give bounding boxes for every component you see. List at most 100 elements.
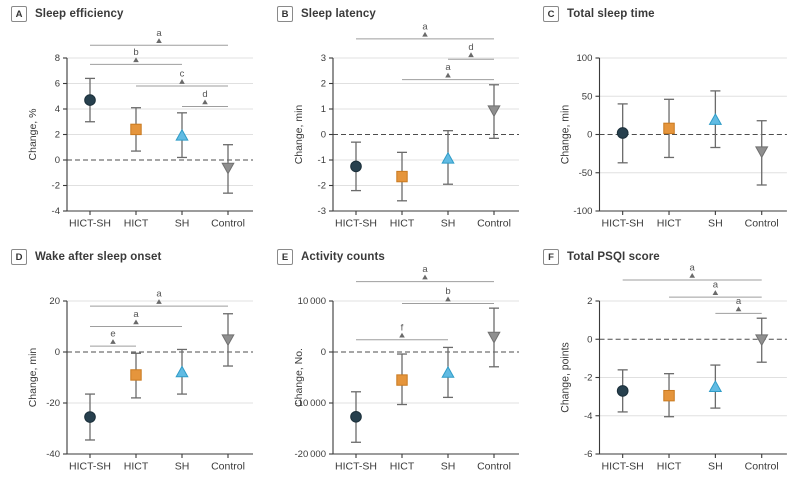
data-series xyxy=(350,84,501,202)
x-category-label: Control xyxy=(477,218,511,230)
x-category-label: HICT xyxy=(657,218,682,230)
panel-sleep-efficiency: A Sleep efficiency a b c d 8 6 4 2 0 -2 -4 Change, … xyxy=(0,0,266,243)
series-SH xyxy=(708,90,723,149)
panel-letter-badge: F xyxy=(543,249,559,265)
y-tick-label: 100 xyxy=(577,53,593,64)
data-point-marker xyxy=(487,105,501,118)
x-category-label: SH xyxy=(175,218,190,230)
significance-bracket: a xyxy=(90,309,182,327)
series-HICT-SH xyxy=(350,391,362,443)
significance-bracket: d xyxy=(182,89,228,107)
y-tick-label: -100 xyxy=(573,206,592,217)
y-tick-label: -2 xyxy=(52,181,60,192)
x-category-label: Control xyxy=(745,461,779,473)
panel-title: Sleep latency xyxy=(301,8,376,20)
axes xyxy=(595,300,787,458)
y-tick-label: 0 xyxy=(587,334,592,345)
significance-bracket: a xyxy=(90,28,228,46)
bracket-letter: a xyxy=(445,62,451,73)
panel-header: A Sleep efficiency xyxy=(11,6,124,22)
y-tick-label: 0 xyxy=(55,155,60,166)
y-tick-label: -50 xyxy=(579,168,593,179)
series-SH xyxy=(175,348,189,395)
bracket-marker-icon xyxy=(712,290,719,295)
bracket-marker-icon xyxy=(399,332,405,338)
x-category-label: Control xyxy=(211,461,245,473)
series-HICT xyxy=(396,151,408,202)
gridlines xyxy=(599,300,787,455)
significance-bracket: a xyxy=(356,21,494,40)
data-point-marker xyxy=(84,94,96,106)
panel-title: Total PSQI score xyxy=(567,251,660,263)
chart-wake-after-sleep-onset: a a e 20 0 -20 -40 Change, min HICT-SH HICT SH Cont… xyxy=(27,289,253,473)
bracket-letter: e xyxy=(110,329,115,340)
series-SH xyxy=(441,130,455,185)
series-HICT xyxy=(130,352,142,399)
data-point-marker xyxy=(708,380,723,392)
bracket-marker-icon xyxy=(156,299,162,304)
x-category-label: HICT-SH xyxy=(69,218,111,230)
data-series xyxy=(84,77,235,194)
bracket-letter: a xyxy=(713,280,719,291)
bracket-letter: a xyxy=(736,296,742,307)
bracket-letter: a xyxy=(422,264,428,275)
panel-letter-badge: E xyxy=(277,249,293,265)
axis-labels: 8 6 4 2 0 -2 -4 Change, % HICT-SH HICT SH Control xyxy=(27,53,245,229)
x-category-label: Control xyxy=(211,218,245,230)
x-category-label: HICT xyxy=(390,461,415,473)
x-category-label: HICT xyxy=(657,461,682,473)
axis-labels: 3 2 1 0 -1 -2 -3 Change, min HICT-SH HICT SH Contro… xyxy=(293,53,511,229)
y-tick-label: 8 xyxy=(55,53,60,64)
y-axis-title: Change, No. xyxy=(293,348,305,407)
bracket-marker-icon xyxy=(422,274,428,280)
series-SH xyxy=(441,346,455,399)
bracket-letter: b xyxy=(133,47,138,58)
bracket-marker-icon xyxy=(445,296,451,302)
panel-title: Wake after sleep onset xyxy=(35,251,162,263)
bracket-marker-icon xyxy=(156,38,162,44)
chart-activity-counts: a b f 10 000 0 -10 000 -20 000 Change, No. HICT-… xyxy=(293,264,519,473)
y-tick-label: 2 xyxy=(321,79,326,90)
chart-sleep-latency: a d a 3 2 1 0 -1 -2 -3 Change, min HICT-SH HICT SH Con… xyxy=(293,21,519,230)
data-point-marker xyxy=(221,162,235,175)
chart-total-sleep-time: 100 50 0 -50 -100 Change, min HICT-SH HICT SH Con… xyxy=(559,53,787,230)
bracket-marker-icon xyxy=(133,319,139,325)
y-tick-label: 2 xyxy=(55,130,60,141)
bracket-marker-icon xyxy=(179,79,185,84)
y-tick-label: 4 xyxy=(55,104,60,115)
y-tick-label: 0 xyxy=(587,130,592,141)
y-tick-label: -10 000 xyxy=(295,398,326,409)
series-SH xyxy=(175,112,189,159)
axes xyxy=(63,300,253,458)
bracket-letter: a xyxy=(422,21,428,32)
panel-letter-badge: A xyxy=(11,6,27,22)
bracket-marker-icon xyxy=(445,72,451,78)
y-tick-label: -1 xyxy=(318,155,326,166)
significance-bracket: a xyxy=(715,296,762,314)
x-category-label: SH xyxy=(175,461,190,473)
y-tick-label: 0 xyxy=(321,347,326,358)
bracket-letter: d xyxy=(202,89,207,100)
y-tick-label: 1 xyxy=(321,104,326,115)
panel-header: C Total sleep time xyxy=(543,6,655,22)
bracket-letter: a xyxy=(156,289,162,300)
panel-header: D Wake after sleep onset xyxy=(11,249,161,265)
axes xyxy=(329,300,519,458)
significance-bracket: a xyxy=(402,62,494,81)
gridlines xyxy=(67,57,253,212)
x-category-label: HICT-SH xyxy=(335,218,377,230)
bracket-letter: a xyxy=(133,309,139,320)
y-tick-label: 0 xyxy=(55,347,60,358)
axis-labels: 2 0 -2 -4 -6 Change, points HICT-SH HICT SH Contr… xyxy=(559,296,778,472)
series-HICT xyxy=(663,373,675,418)
y-axis-title: Change, points xyxy=(559,342,571,412)
data-point-marker xyxy=(755,334,769,347)
significance-bracket: d xyxy=(448,42,494,60)
chart-sleep-efficiency: a b c d 8 6 4 2 0 -2 -4 Change, % HICT-SH HICT SH Contr… xyxy=(27,28,253,230)
x-category-label: HICT xyxy=(124,461,149,473)
series-HICT-SH xyxy=(616,103,629,164)
series-Control xyxy=(487,84,501,139)
series-Control xyxy=(487,307,501,368)
x-category-label: SH xyxy=(441,218,456,230)
data-point-marker xyxy=(396,374,408,386)
